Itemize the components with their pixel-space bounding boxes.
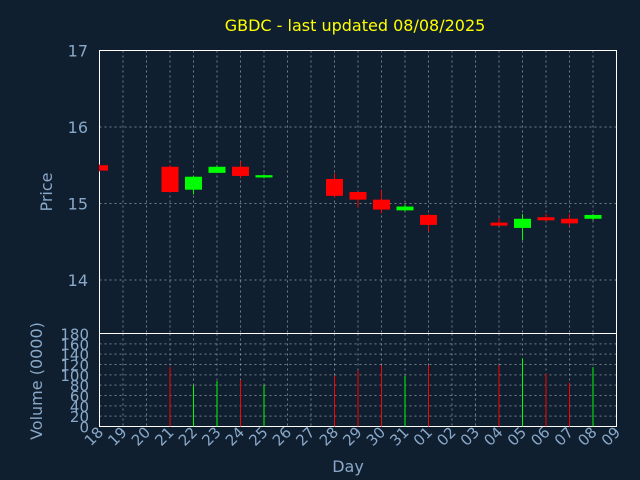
chart-title: GBDC - last updated 08/08/2025 [225, 16, 486, 35]
volume-tick-label: 100 [60, 367, 89, 385]
volume-tick-label: 60 [70, 388, 89, 406]
candle-body [537, 217, 555, 221]
volume-tick-label: 180 [60, 326, 89, 344]
candle-body [490, 222, 508, 226]
price-grid [99, 50, 617, 334]
price-tick-label: 15 [68, 194, 88, 213]
candle-body [420, 214, 437, 225]
volume-tick-label: 40 [70, 398, 89, 416]
candle-body [349, 192, 367, 200]
candle-body [584, 214, 602, 219]
candle-body [185, 176, 202, 190]
price-tick-label: 16 [68, 118, 88, 137]
volume-axis-label: Volume (0000) [27, 322, 46, 440]
candle-body [161, 166, 179, 192]
price-axis-label: Price [37, 172, 56, 211]
x-axis-ticks: 1819202122232425262728293031010203040506… [81, 423, 624, 449]
price-tick-label: 14 [68, 271, 88, 290]
candle-body [373, 199, 390, 210]
volume-tick-label: 120 [60, 357, 89, 375]
candle-body [514, 218, 531, 228]
volume-bars [169, 358, 594, 427]
candle-body [396, 206, 414, 211]
price-candles [99, 161, 602, 241]
volume-tick-label: 160 [60, 336, 89, 354]
volume-tick-label: 20 [70, 408, 89, 426]
volume-tick-label: 140 [60, 346, 89, 364]
candle-body [561, 218, 578, 224]
volume-tick-label: 80 [70, 377, 89, 395]
candle-body [208, 166, 226, 173]
candle-body [232, 166, 249, 176]
price-axis-ticks: 14 15 16 17 [68, 42, 88, 290]
price-tick-label: 17 [68, 42, 88, 61]
candle-body [255, 175, 273, 178]
x-axis-label: Day [332, 457, 364, 476]
candle-body [99, 165, 108, 171]
volume-tick-label: 0 [79, 419, 89, 437]
candle-body [326, 178, 343, 196]
